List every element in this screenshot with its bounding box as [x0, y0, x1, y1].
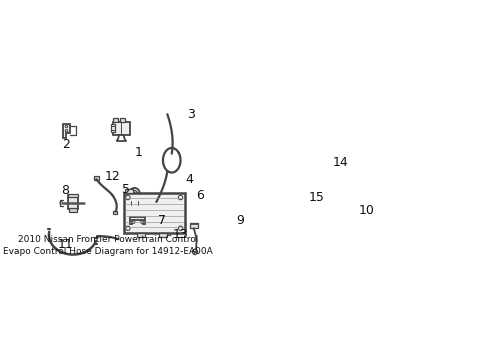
Bar — [111, 124, 115, 132]
Circle shape — [129, 188, 140, 198]
Circle shape — [178, 226, 183, 230]
Bar — [94, 176, 98, 180]
Text: 2010 Nissan Frontier Powertrain Control
Evapo Control Hose Diagram for 14912-EA0: 2010 Nissan Frontier Powertrain Control … — [3, 235, 212, 256]
Text: 5: 5 — [122, 183, 129, 196]
Circle shape — [60, 202, 62, 204]
Text: 3: 3 — [187, 108, 195, 121]
Bar — [68, 195, 78, 209]
Text: 8: 8 — [61, 184, 69, 198]
Circle shape — [136, 202, 137, 204]
Text: 14: 14 — [332, 156, 348, 169]
Text: 13: 13 — [172, 228, 188, 241]
Circle shape — [335, 214, 340, 218]
Circle shape — [131, 202, 133, 204]
Text: 1: 1 — [135, 146, 142, 159]
Bar — [123, 193, 184, 233]
Bar — [159, 233, 166, 238]
Bar — [356, 214, 365, 218]
Text: 11: 11 — [58, 238, 73, 251]
Polygon shape — [63, 124, 70, 138]
Circle shape — [132, 190, 137, 196]
Polygon shape — [130, 217, 145, 224]
Polygon shape — [298, 198, 311, 224]
Circle shape — [362, 214, 366, 218]
Text: 7: 7 — [158, 214, 166, 227]
Text: 4: 4 — [185, 173, 193, 186]
Text: 12: 12 — [104, 170, 120, 183]
Circle shape — [153, 202, 157, 206]
Circle shape — [347, 210, 354, 216]
Bar — [346, 211, 356, 233]
Circle shape — [132, 221, 135, 224]
Circle shape — [125, 226, 130, 230]
Text: 10: 10 — [358, 204, 374, 217]
Bar — [250, 217, 260, 220]
Bar — [137, 233, 145, 238]
Circle shape — [178, 195, 183, 200]
Bar — [328, 174, 334, 184]
Bar — [337, 214, 346, 218]
Circle shape — [125, 195, 130, 200]
Circle shape — [300, 199, 304, 203]
Bar — [124, 189, 132, 193]
Bar — [113, 122, 129, 135]
Bar — [120, 118, 124, 122]
Polygon shape — [326, 163, 336, 175]
Circle shape — [192, 249, 197, 255]
Circle shape — [65, 125, 68, 128]
Circle shape — [347, 227, 354, 234]
Bar — [189, 224, 197, 228]
Bar — [248, 220, 261, 228]
Text: 15: 15 — [308, 191, 324, 204]
Bar — [112, 211, 117, 214]
Text: 2: 2 — [61, 138, 69, 152]
Text: 9: 9 — [235, 214, 243, 227]
Circle shape — [300, 208, 304, 212]
Circle shape — [194, 251, 196, 253]
Bar — [69, 208, 77, 212]
Bar — [113, 118, 118, 122]
Circle shape — [65, 130, 68, 132]
Circle shape — [141, 221, 143, 224]
Circle shape — [307, 219, 311, 222]
Text: 6: 6 — [196, 189, 204, 202]
Bar — [130, 199, 138, 203]
Bar — [68, 194, 78, 197]
